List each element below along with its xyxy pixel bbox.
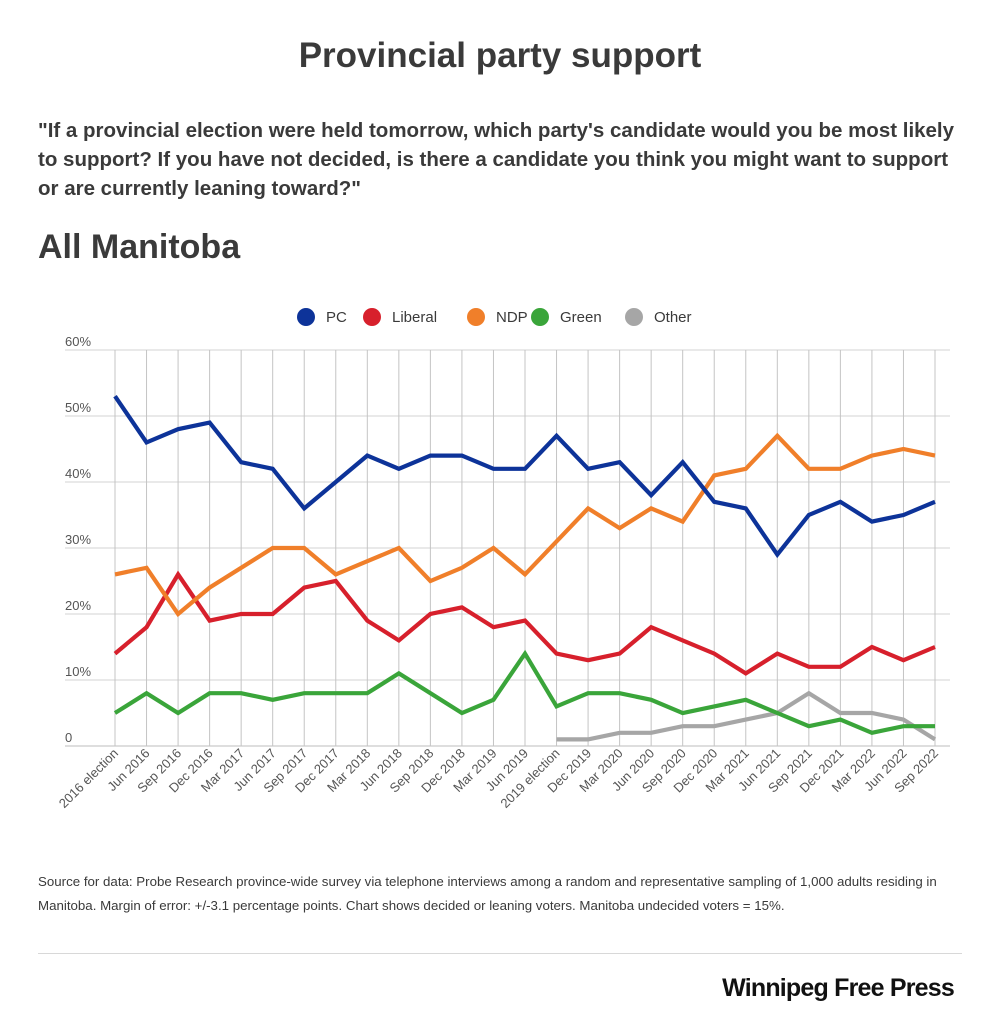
line-chart: PC Liberal NDP Green Other 0 10% 20% 30% 40% 50% 6… <box>56 308 950 811</box>
y-axis: 0 10% 20% 30% 40% 50% 60% <box>65 334 91 745</box>
series-line-pc <box>113 395 936 559</box>
series-lines <box>113 395 937 742</box>
legend-label-pc: PC <box>326 309 347 326</box>
legend-marker-pc <box>297 308 315 326</box>
y-tick-label-40: 40% <box>65 466 91 481</box>
series-line-other <box>556 690 937 742</box>
series-line-ndp <box>114 432 936 618</box>
survey-question: "If a provincial election were held tomo… <box>38 119 955 200</box>
legend: PC Liberal NDP Green Other <box>297 308 692 326</box>
series-line-green <box>113 649 935 735</box>
legend-label-liberal: Liberal <box>392 309 437 326</box>
y-tick-label-20: 20% <box>65 598 91 613</box>
legend-label-green: Green <box>560 309 602 326</box>
y-tick-label-10: 10% <box>65 664 91 679</box>
y-tick-label-60: 60% <box>65 334 91 349</box>
series-line-liberal <box>113 570 936 676</box>
legend-marker-liberal <box>363 308 381 326</box>
legend-label-other: Other <box>654 309 692 326</box>
legend-marker-green <box>531 308 549 326</box>
chart-subtitle: All Manitoba <box>38 228 241 266</box>
legend-label-ndp: NDP <box>496 309 528 326</box>
legend-marker-ndp <box>467 308 485 326</box>
source-note: Source for data: Probe Research province… <box>38 874 937 913</box>
legend-marker-other <box>625 308 643 326</box>
chart-title: Provincial party support <box>298 36 702 75</box>
publisher-logo: Winnipeg Free Press <box>722 974 955 1002</box>
footer-divider <box>38 953 962 954</box>
y-tick-label-50: 50% <box>65 400 91 415</box>
y-tick-label-0: 0 <box>65 730 72 745</box>
chart-grid <box>65 349 950 747</box>
y-tick-label-30: 30% <box>65 532 91 547</box>
